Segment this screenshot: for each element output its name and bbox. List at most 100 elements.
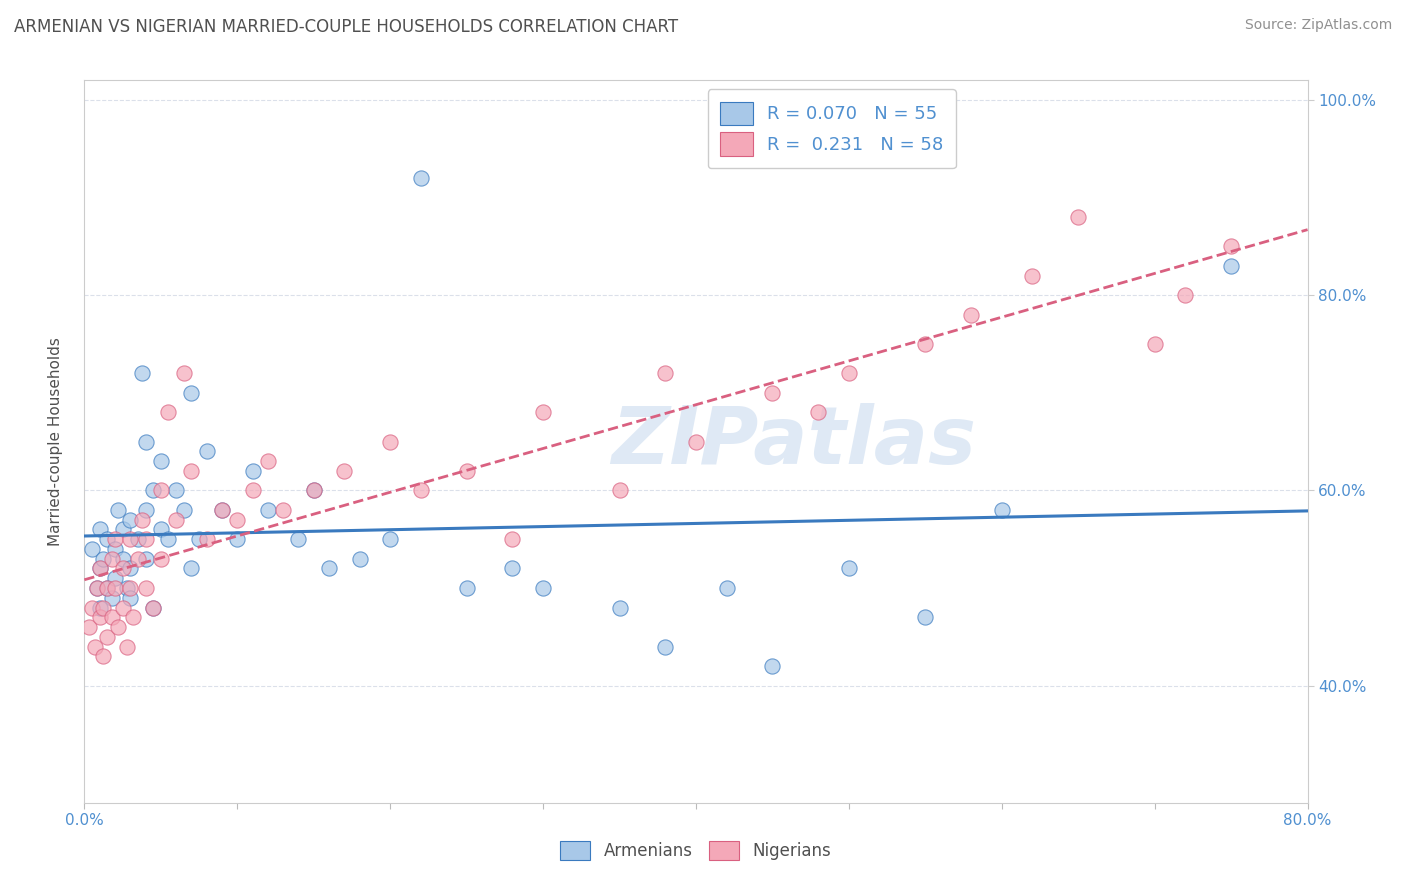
Point [761, 659, 783, 673]
Text: ZIPatlas: ZIPatlas [612, 402, 976, 481]
Point [685, 434, 707, 449]
Point [142, 483, 165, 498]
Point [180, 561, 202, 575]
Point [120, 532, 142, 546]
Point [173, 503, 195, 517]
Y-axis label: Married-couple Households: Married-couple Households [48, 337, 63, 546]
Point [1220, 259, 1243, 273]
Point [287, 532, 309, 546]
Point [89, 561, 111, 575]
Point [409, 170, 432, 185]
Point [165, 513, 187, 527]
Point [409, 483, 432, 498]
Point [807, 405, 830, 419]
Point [84, 640, 107, 654]
Point [135, 551, 157, 566]
Point [318, 561, 340, 575]
Point [716, 581, 738, 595]
Point [195, 444, 218, 458]
Point [104, 581, 127, 595]
Point [380, 532, 402, 546]
Point [149, 454, 172, 468]
Point [111, 561, 134, 575]
Point [1220, 239, 1243, 253]
Text: Source: ZipAtlas.com: Source: ZipAtlas.com [1244, 18, 1392, 32]
Point [96, 630, 118, 644]
Point [242, 483, 264, 498]
Point [1021, 268, 1043, 283]
Point [257, 454, 280, 468]
Point [122, 610, 145, 624]
Point [257, 503, 280, 517]
Point [89, 610, 111, 624]
Point [135, 503, 157, 517]
Point [89, 600, 111, 615]
Point [914, 610, 936, 624]
Point [333, 464, 356, 478]
Point [135, 532, 157, 546]
Point [1143, 337, 1166, 351]
Point [135, 581, 157, 595]
Point [226, 532, 249, 546]
Point [149, 551, 172, 566]
Point [654, 640, 676, 654]
Point [89, 561, 111, 575]
Point [115, 640, 138, 654]
Point [107, 620, 129, 634]
Point [115, 581, 138, 595]
Point [1174, 288, 1197, 302]
Point [142, 600, 165, 615]
Point [380, 434, 402, 449]
Point [120, 591, 142, 605]
Point [80, 600, 103, 615]
Point [80, 541, 103, 556]
Point [838, 366, 860, 380]
Point [91, 600, 114, 615]
Point [96, 532, 118, 546]
Point [165, 483, 187, 498]
Point [609, 600, 631, 615]
Point [302, 483, 325, 498]
Point [89, 523, 111, 537]
Point [149, 483, 172, 498]
Point [180, 385, 202, 400]
Point [654, 366, 676, 380]
Point [157, 532, 180, 546]
Point [157, 405, 180, 419]
Point [242, 464, 264, 478]
Point [96, 581, 118, 595]
Point [1067, 210, 1090, 224]
Point [180, 464, 202, 478]
Point [502, 532, 524, 546]
Point [142, 600, 165, 615]
Point [502, 561, 524, 575]
Point [456, 464, 478, 478]
Point [914, 337, 936, 351]
Point [86, 581, 108, 595]
Point [173, 366, 195, 380]
Point [991, 503, 1014, 517]
Point [531, 405, 554, 419]
Point [211, 503, 233, 517]
Point [349, 551, 371, 566]
Point [111, 551, 134, 566]
Point [111, 523, 134, 537]
Point [77, 620, 100, 634]
Point [127, 551, 149, 566]
Point [120, 561, 142, 575]
Point [104, 541, 127, 556]
Point [120, 581, 142, 595]
Point [107, 503, 129, 517]
Point [131, 366, 153, 380]
Point [188, 532, 211, 546]
Point [271, 503, 294, 517]
Point [226, 513, 249, 527]
Point [104, 532, 127, 546]
Point [211, 503, 233, 517]
Point [91, 649, 114, 664]
Point [101, 610, 124, 624]
Point [104, 571, 127, 585]
Point [195, 532, 218, 546]
Point [456, 581, 478, 595]
Point [302, 483, 325, 498]
